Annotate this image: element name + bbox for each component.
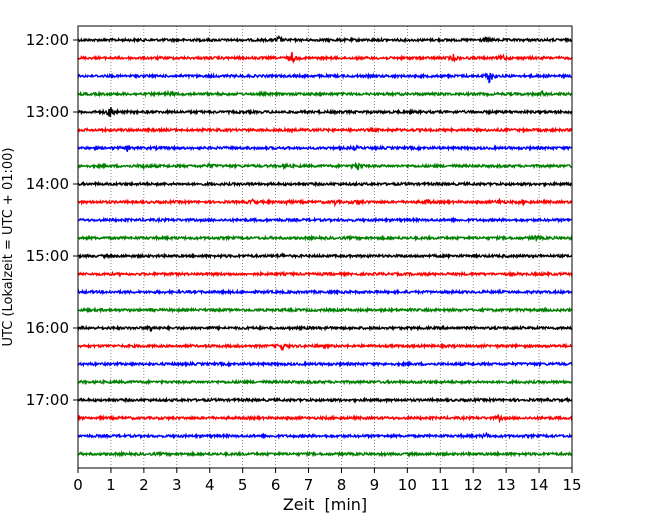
x-tick-label: 15 [562, 476, 581, 494]
trace-1215 [77, 52, 573, 64]
trace-1730 [77, 431, 573, 440]
trace-1515 [77, 270, 573, 278]
y-axis-label: UTC (Lokalzeit = UTC + 01:00) [1, 148, 16, 347]
trace-1645 [77, 378, 573, 386]
trace-1415 [77, 197, 573, 208]
plot-area [78, 26, 572, 468]
x-tick-label: 0 [73, 476, 83, 494]
trace-1200 [77, 34, 573, 44]
plot-frame [77, 25, 573, 469]
seismogram-traces [77, 34, 573, 458]
y-axis-ticks: 12:00 13:00 14:00 15:00 16:00 17:00 [26, 31, 78, 409]
trace-1330 [77, 144, 573, 153]
y-tick-label: 16:00 [26, 319, 69, 337]
x-tick-label: 4 [205, 476, 215, 494]
trace-1400 [77, 180, 573, 188]
y-tick-label: 12:00 [26, 31, 69, 49]
x-tick-label: 9 [370, 476, 380, 494]
y-tick-label: 17:00 [26, 391, 69, 409]
trace-1245 [77, 89, 573, 98]
trace-1230 [77, 72, 573, 84]
x-axis-ticks: 0 1 2 3 4 5 6 7 8 9 10 11 12 13 14 15 [73, 468, 582, 494]
trace-1545 [77, 306, 573, 314]
trace-1500 [77, 252, 573, 260]
trace-1615 [77, 342, 573, 351]
trace-1430 [77, 216, 573, 224]
x-tick-label: 8 [337, 476, 347, 494]
trace-1745 [77, 450, 573, 458]
x-tick-label: 2 [139, 476, 149, 494]
trace-1445 [77, 234, 573, 243]
trace-1345 [77, 161, 573, 171]
x-tick-label: 6 [271, 476, 281, 494]
x-tick-label: 1 [106, 476, 116, 494]
x-tick-label: 5 [238, 476, 248, 494]
trace-1300 [77, 107, 573, 118]
trace-1715 [77, 413, 573, 424]
x-tick-label: 13 [497, 476, 516, 494]
trace-1700 [77, 396, 573, 404]
y-tick-label: 13:00 [26, 103, 69, 121]
x-tick-label: 11 [431, 476, 450, 494]
x-tick-label: 3 [172, 476, 182, 494]
trace-1530 [77, 288, 573, 296]
x-tick-label: 14 [530, 476, 549, 494]
x-tick-label: 7 [304, 476, 314, 494]
x-axis-label: Zeit [min] [283, 495, 367, 514]
trace-1315 [77, 126, 573, 134]
trace-1630 [77, 360, 573, 368]
y-tick-label: 14:00 [26, 175, 69, 193]
x-tick-label: 12 [464, 476, 483, 494]
trace-1600 [77, 324, 573, 333]
x-tick-label: 10 [398, 476, 417, 494]
y-tick-label: 15:00 [26, 247, 69, 265]
